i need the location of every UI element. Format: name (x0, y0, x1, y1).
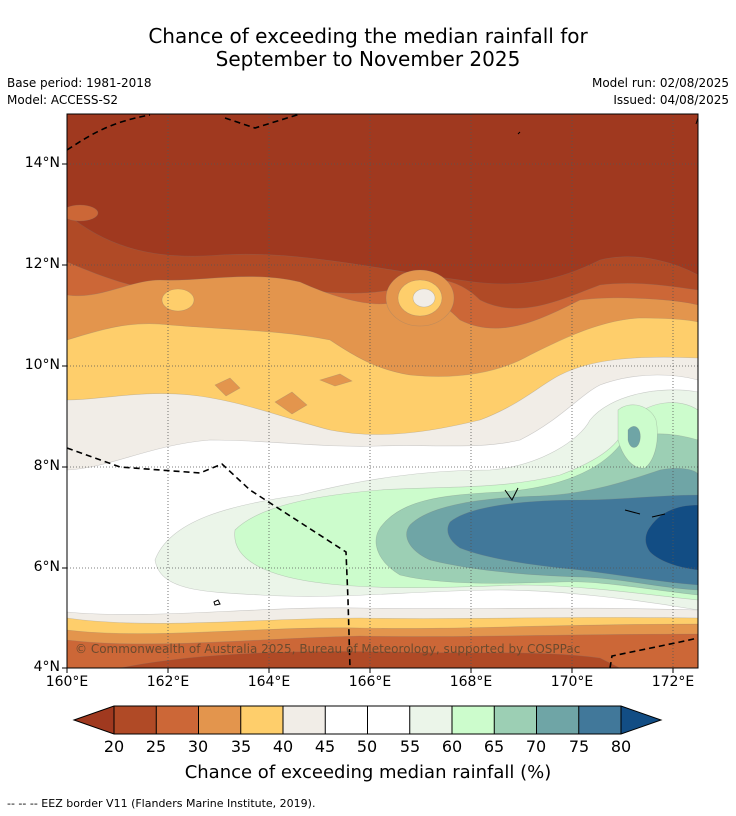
x-tick-label: 162°E (146, 674, 190, 690)
colorbar-tick-label: 50 (356, 737, 378, 756)
colorbar-tick-label: 60 (441, 737, 463, 756)
colorbar-tick-label: 40 (272, 737, 294, 756)
map-contour-region (67, 204, 99, 222)
map-contour-region (119, 651, 621, 668)
colorbar-tick-label: 55 (399, 737, 421, 756)
x-tick-label: 160°E (45, 674, 89, 690)
model-run-label: Model run: 02/08/2025 (591, 76, 729, 90)
colorbar-label: Chance of exceeding median rainfall (%) (184, 762, 552, 783)
y-tick-label: 10°N (24, 357, 60, 373)
colorbar-segment (578, 706, 621, 734)
colorbar-tick-label: 75 (568, 737, 590, 756)
islands (213, 117, 698, 606)
base-period-label: Base period: 1981-2018 (7, 76, 152, 90)
colorbar-segment (409, 706, 452, 734)
colorbar-segment (240, 706, 283, 734)
issued-label: Issued: 04/08/2025 (613, 93, 729, 107)
x-tick-label: 164°E (247, 674, 291, 690)
map-contour-region (161, 288, 195, 312)
colorbar-segment (283, 706, 326, 734)
colorbar-segment (536, 706, 579, 734)
map-gridlines (67, 114, 698, 668)
eez-borders (67, 114, 698, 668)
colorbar-tick-label: 25 (145, 737, 167, 756)
map-contour-region (412, 288, 436, 308)
colorbar-tick-label: 65 (483, 737, 505, 756)
colorbar-segment (452, 706, 495, 734)
colorbar-tick-label: 45 (314, 737, 336, 756)
colorbar-segment (621, 706, 661, 734)
x-tick-label: 170°E (550, 674, 594, 690)
colorbar-tick-label: 70 (525, 737, 547, 756)
y-tick-label: 4°N (33, 659, 60, 675)
x-tick-label: 172°E (651, 674, 695, 690)
colorbar-segment (156, 706, 199, 734)
eez-footnote: -- -- -- EEZ border V11 (Flanders Marine… (7, 797, 316, 810)
map-contour-region (319, 373, 353, 387)
map-contour-region (214, 377, 241, 397)
y-tick-label: 12°N (24, 256, 60, 272)
map-title-line2: September to November 2025 (215, 47, 521, 71)
y-tick-label: 14°N (24, 155, 60, 171)
x-tick-label: 166°E (348, 674, 392, 690)
colorbar-tick-label: 30 (187, 737, 209, 756)
y-tick-label: 8°N (33, 458, 60, 474)
map-contour-region (627, 426, 641, 448)
colorbar-tick-label: 80 (610, 737, 632, 756)
map-contour-region (274, 391, 308, 415)
colorbar-segment (367, 706, 410, 734)
y-tick-label: 6°N (33, 559, 60, 575)
colorbar-segment (74, 706, 114, 734)
copyright-text: © Commonwealth of Australia 2025, Bureau… (75, 642, 580, 656)
colorbar-tick-label: 20 (103, 737, 125, 756)
map-contour-region (447, 494, 698, 586)
x-tick-label: 168°E (449, 674, 493, 690)
colorbar-segment (494, 706, 537, 734)
colorbar-segment (325, 706, 368, 734)
map-frame (66, 113, 699, 669)
colorbar-tick-label: 35 (230, 737, 252, 756)
colorbar-segment (114, 706, 157, 734)
colorbar-segment (198, 706, 241, 734)
map-title-line1: Chance of exceeding the median rainfall … (148, 24, 588, 48)
colorbar (72, 705, 663, 735)
model-label: Model: ACCESS-S2 (7, 93, 119, 107)
map-contour-region (645, 504, 698, 571)
map-field: © Commonwealth of Australia 2025, Bureau… (67, 114, 698, 668)
axis-tick-marks (62, 163, 674, 673)
